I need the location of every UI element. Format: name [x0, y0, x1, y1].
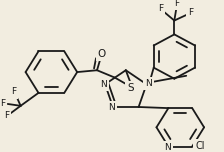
Text: N: N: [164, 143, 171, 152]
Text: N: N: [145, 79, 152, 88]
Text: O: O: [98, 49, 106, 59]
Text: N: N: [109, 103, 115, 112]
Text: F: F: [158, 4, 163, 13]
Text: Cl: Cl: [195, 141, 205, 151]
Text: N: N: [100, 80, 106, 89]
Text: F: F: [11, 87, 16, 97]
Text: F: F: [174, 0, 179, 8]
Text: F: F: [188, 8, 193, 17]
Text: F: F: [4, 111, 9, 119]
Text: S: S: [127, 83, 134, 93]
Text: F: F: [0, 99, 5, 109]
